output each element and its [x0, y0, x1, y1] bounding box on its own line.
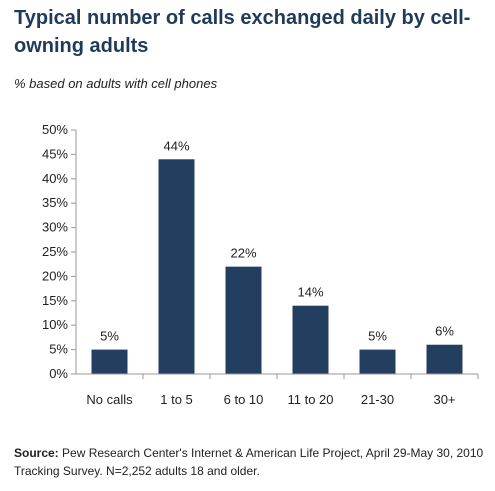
bar: [359, 349, 396, 374]
y-tick-label: 10%: [42, 317, 68, 332]
bar: [225, 266, 262, 374]
bar: [91, 349, 128, 374]
y-tick-label: 15%: [42, 293, 68, 308]
source-label: Source:: [14, 446, 59, 460]
source-note: Source: Pew Research Center's Internet &…: [14, 444, 490, 480]
y-tick-label: 35%: [42, 195, 68, 210]
y-axis: 0% 5% 10% 15% 20% 25% 30% 35% 40% 45% 50%: [42, 122, 77, 381]
bar-value-label: 22%: [230, 246, 256, 261]
y-tick-label: 20%: [42, 268, 68, 283]
bar-value-label: 6%: [435, 324, 454, 339]
y-tick-label: 40%: [42, 171, 68, 186]
y-tick-label: 5%: [49, 342, 68, 357]
chart-title: Typical number of calls exchanged daily …: [14, 7, 471, 57]
bar-chart: 0% 5% 10% 15% 20% 25% 30% 35% 40% 45% 50% 5% 44% 22%…: [42, 122, 479, 407]
x-tick-label: No calls: [86, 392, 133, 407]
bar-value-label: 5%: [368, 329, 387, 344]
source-text: Pew Research Center's Internet & America…: [14, 446, 484, 478]
y-tick-label: 0%: [49, 366, 68, 381]
chart-subtitle: % based on adults with cell phones: [14, 76, 218, 91]
bar-value-label: 44%: [163, 138, 189, 153]
bar: [426, 344, 463, 374]
x-tick-label: 6 to 10: [224, 392, 264, 407]
bar: [158, 159, 195, 374]
x-axis: No calls 1 to 5 6 to 10 11 to 20 21-30 30+: [76, 373, 479, 407]
y-tick-label: 50%: [42, 122, 68, 137]
bar-value-label: 5%: [100, 329, 119, 344]
x-tick-label: 21-30: [361, 392, 394, 407]
bars: 5% 44% 22% 14% 5% 6%: [91, 138, 463, 374]
bar-value-label: 14%: [297, 285, 323, 300]
x-tick-label: 1 to 5: [160, 392, 193, 407]
bar: [292, 305, 329, 374]
y-tick-label: 45%: [42, 146, 68, 161]
x-tick-label: 11 to 20: [287, 392, 333, 407]
y-tick-label: 30%: [42, 220, 68, 235]
x-tick-label: 30+: [433, 392, 455, 407]
y-tick-label: 25%: [42, 244, 68, 259]
